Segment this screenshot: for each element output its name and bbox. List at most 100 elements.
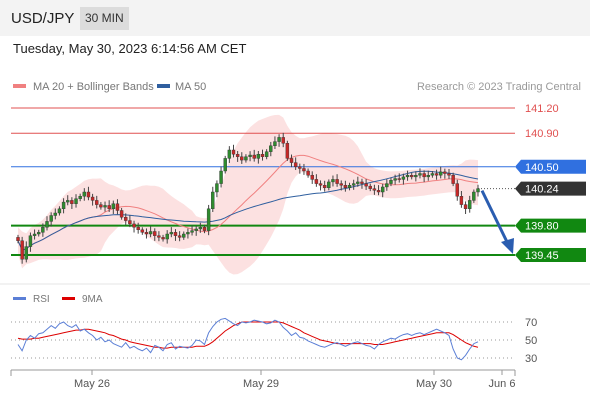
candle-body	[277, 137, 281, 142]
candle-body	[24, 246, 28, 260]
candle-body	[32, 233, 37, 236]
candle-body	[223, 158, 227, 172]
candle-body	[161, 237, 165, 240]
candle-body	[66, 200, 70, 203]
candle-body	[231, 149, 236, 155]
candle-body	[16, 237, 20, 241]
x-tick-label: Jun 6	[489, 378, 516, 390]
candle-body	[78, 195, 82, 199]
candle-body	[95, 200, 99, 205]
level-tag	[515, 181, 586, 196]
candle-body	[318, 183, 323, 186]
candle-body	[244, 156, 248, 161]
x-tick-label: May 26	[74, 378, 110, 390]
candle-body	[339, 183, 343, 186]
legend-label-ma50: MA 50	[175, 81, 206, 93]
candle-body	[115, 203, 120, 211]
candle-body	[468, 200, 472, 209]
candle-body	[169, 232, 174, 235]
level-label: 140.50	[525, 162, 559, 174]
candle-body	[368, 185, 372, 189]
ma50-line	[17, 170, 479, 251]
candle-body	[103, 205, 107, 208]
header-bar: USD/JPY 30 MIN	[0, 0, 590, 36]
candle-body	[86, 191, 91, 198]
level-label: 139.45	[525, 250, 559, 262]
bollinger-band	[18, 114, 478, 275]
candle-body	[447, 173, 451, 176]
candle-body	[455, 183, 459, 197]
candle-body	[314, 179, 319, 184]
candle-body	[289, 158, 294, 163]
candle-body	[111, 203, 116, 209]
interval-badge[interactable]: 30 MIN	[80, 7, 129, 30]
candle-body	[202, 227, 207, 231]
candle-body	[409, 174, 414, 178]
candle-body	[70, 200, 74, 204]
candle-body	[281, 137, 285, 144]
level-tag	[515, 248, 586, 262]
candle-body	[322, 185, 327, 188]
candle-body	[45, 221, 49, 228]
candle-body	[41, 227, 45, 233]
legend-swatch-9ma	[62, 297, 75, 300]
rsi-chart: RSI 9MA 70 50 30	[11, 294, 537, 365]
legend-label-9ma: 9MA	[82, 294, 103, 305]
candle-body	[99, 204, 103, 208]
forecast-arrow-head	[501, 238, 514, 254]
candle-body	[124, 216, 128, 221]
candle-body	[90, 196, 95, 201]
x-tick-label: May 29	[243, 378, 279, 390]
rsi-line	[17, 317, 479, 361]
legend-label-rsi: RSI	[33, 294, 50, 305]
candle-body	[260, 153, 265, 157]
candle-body	[343, 185, 348, 188]
candle-body	[273, 141, 277, 147]
candle-body	[177, 235, 182, 238]
candle-body	[256, 153, 261, 159]
candle-body	[364, 183, 368, 187]
candle-body	[182, 233, 186, 238]
level-label: 140.90	[525, 128, 559, 140]
candle-body	[463, 204, 468, 210]
candle-body	[119, 210, 124, 218]
candle-body	[190, 230, 194, 233]
candle-body	[235, 153, 240, 157]
credit-text: Research © 2023 Trading Central	[417, 81, 581, 93]
candle-body	[198, 227, 203, 230]
candle-body	[211, 191, 215, 209]
candle-body	[376, 190, 381, 193]
candle-body	[298, 166, 302, 169]
price-chart: MA 20 + Bollinger Bands MA 50 Research © 2…	[0, 81, 590, 285]
x-axis: May 26 May 29 May 30 Jun 6	[10, 369, 516, 390]
candle-body	[252, 154, 256, 159]
candle-body	[439, 171, 443, 176]
candle-body	[144, 232, 149, 235]
candle-body	[356, 181, 360, 184]
candle-body	[148, 231, 153, 235]
candle-body	[347, 185, 352, 188]
candle-body	[422, 173, 426, 178]
candle-body	[165, 233, 169, 240]
candle-body	[306, 170, 310, 176]
candle-body	[240, 156, 244, 161]
level-label: 141.20	[525, 103, 559, 115]
candle-body	[430, 173, 435, 176]
candle-body	[443, 171, 447, 174]
timestamp: Tuesday, May 30, 2023 6:14:56 AM CET	[13, 41, 247, 56]
candle-body	[186, 232, 190, 235]
candle-body	[82, 191, 87, 197]
candle-body	[194, 228, 198, 231]
candle-body	[61, 201, 66, 210]
candle-body	[360, 181, 364, 184]
level-tag	[515, 218, 586, 233]
candle-body	[269, 145, 273, 152]
candle-body	[153, 231, 157, 236]
candle-body	[302, 168, 306, 172]
rsi-ma-line	[17, 321, 479, 349]
level-tag	[515, 159, 586, 174]
candle-body	[173, 232, 178, 236]
candle-body	[219, 170, 223, 184]
candle-body	[49, 215, 53, 222]
candle-body	[380, 186, 385, 193]
